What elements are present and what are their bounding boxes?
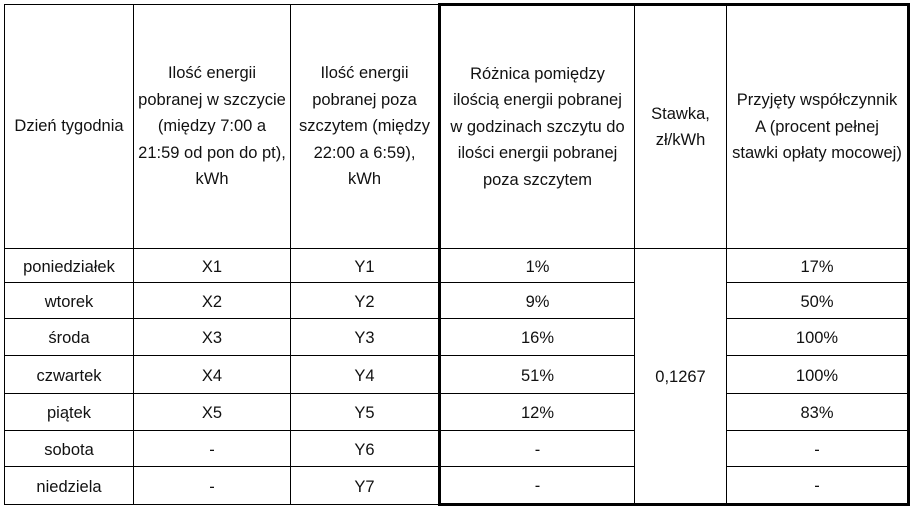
cell-peak: X5 bbox=[133, 393, 291, 431]
cell-rate: 0,1267 bbox=[634, 248, 727, 506]
cell-day: czwartek bbox=[4, 355, 134, 394]
table-row: wtorek X2 Y2 9% 50% bbox=[4, 282, 910, 319]
table-row: poniedziałek X1 Y1 1% 0,1267 17% bbox=[4, 248, 910, 506]
table-row: czwartek X4 Y4 51% 100% bbox=[4, 355, 910, 394]
cell-coef: 50% bbox=[726, 282, 910, 319]
table-row: sobota - Y6- - bbox=[4, 430, 910, 467]
cell-coef: - bbox=[726, 430, 910, 467]
cell-diff: 12% bbox=[438, 393, 635, 431]
header-offpeak: Ilość energii pobranej poza szczytem (mi… bbox=[290, 4, 440, 249]
cell-diff: - bbox=[438, 430, 635, 467]
cell-peak: X3 bbox=[133, 318, 291, 356]
cell-day: niedziela bbox=[4, 466, 134, 505]
cell-offpeak: Y6 bbox=[290, 430, 440, 467]
cell-day: środa bbox=[4, 318, 134, 356]
cell-coef: 17% bbox=[726, 248, 910, 283]
energy-table: Dzień tygodnia Ilość energii pobranej w … bbox=[4, 3, 910, 506]
cell-day: wtorek bbox=[4, 282, 134, 319]
cell-peak: - bbox=[133, 430, 291, 467]
header-row: Dzień tygodnia Ilość energii pobranej w … bbox=[4, 3, 910, 249]
cell-offpeak: Y1 bbox=[290, 248, 440, 283]
cell-offpeak: Y5 bbox=[290, 393, 440, 431]
cell-peak: - bbox=[133, 466, 291, 505]
cell-diff: - bbox=[438, 466, 635, 506]
header-day: Dzień tygodnia bbox=[4, 4, 134, 249]
cell-peak: X4 bbox=[133, 355, 291, 394]
cell-coef: - bbox=[726, 466, 910, 506]
cell-offpeak: Y4 bbox=[290, 355, 440, 394]
cell-offpeak: Y3 bbox=[290, 318, 440, 356]
table-row: środa X3 Y3 16% 100% bbox=[4, 318, 910, 356]
cell-diff: 16% bbox=[438, 318, 635, 356]
header-peak: Ilość energii pobranej w szczycie (międz… bbox=[133, 4, 291, 249]
cell-coef: 100% bbox=[726, 318, 910, 356]
cell-offpeak: Y2 bbox=[290, 282, 440, 319]
cell-diff: 1% bbox=[438, 248, 635, 283]
cell-peak: X1 bbox=[133, 248, 291, 283]
cell-day: sobota bbox=[4, 430, 134, 467]
cell-coef: 100% bbox=[726, 355, 910, 394]
cell-day: poniedziałek bbox=[4, 248, 134, 283]
header-rate: Stawka, zł/kWh bbox=[634, 3, 727, 249]
header-diff: Różnica pomiędzy ilością energii pobrane… bbox=[438, 3, 635, 249]
cell-offpeak: Y7 bbox=[290, 466, 440, 505]
cell-diff: 9% bbox=[438, 282, 635, 319]
table-row: niedziela - Y7- - bbox=[4, 466, 910, 506]
cell-peak: X2 bbox=[133, 282, 291, 319]
header-coef: Przyjęty współczynnik A (procent pełnej … bbox=[726, 3, 910, 249]
cell-day: piątek bbox=[4, 393, 134, 431]
cell-diff: 51% bbox=[438, 355, 635, 394]
cell-coef: 83% bbox=[726, 393, 910, 431]
table-row: piątek X5 Y5 12% 83% bbox=[4, 393, 910, 431]
